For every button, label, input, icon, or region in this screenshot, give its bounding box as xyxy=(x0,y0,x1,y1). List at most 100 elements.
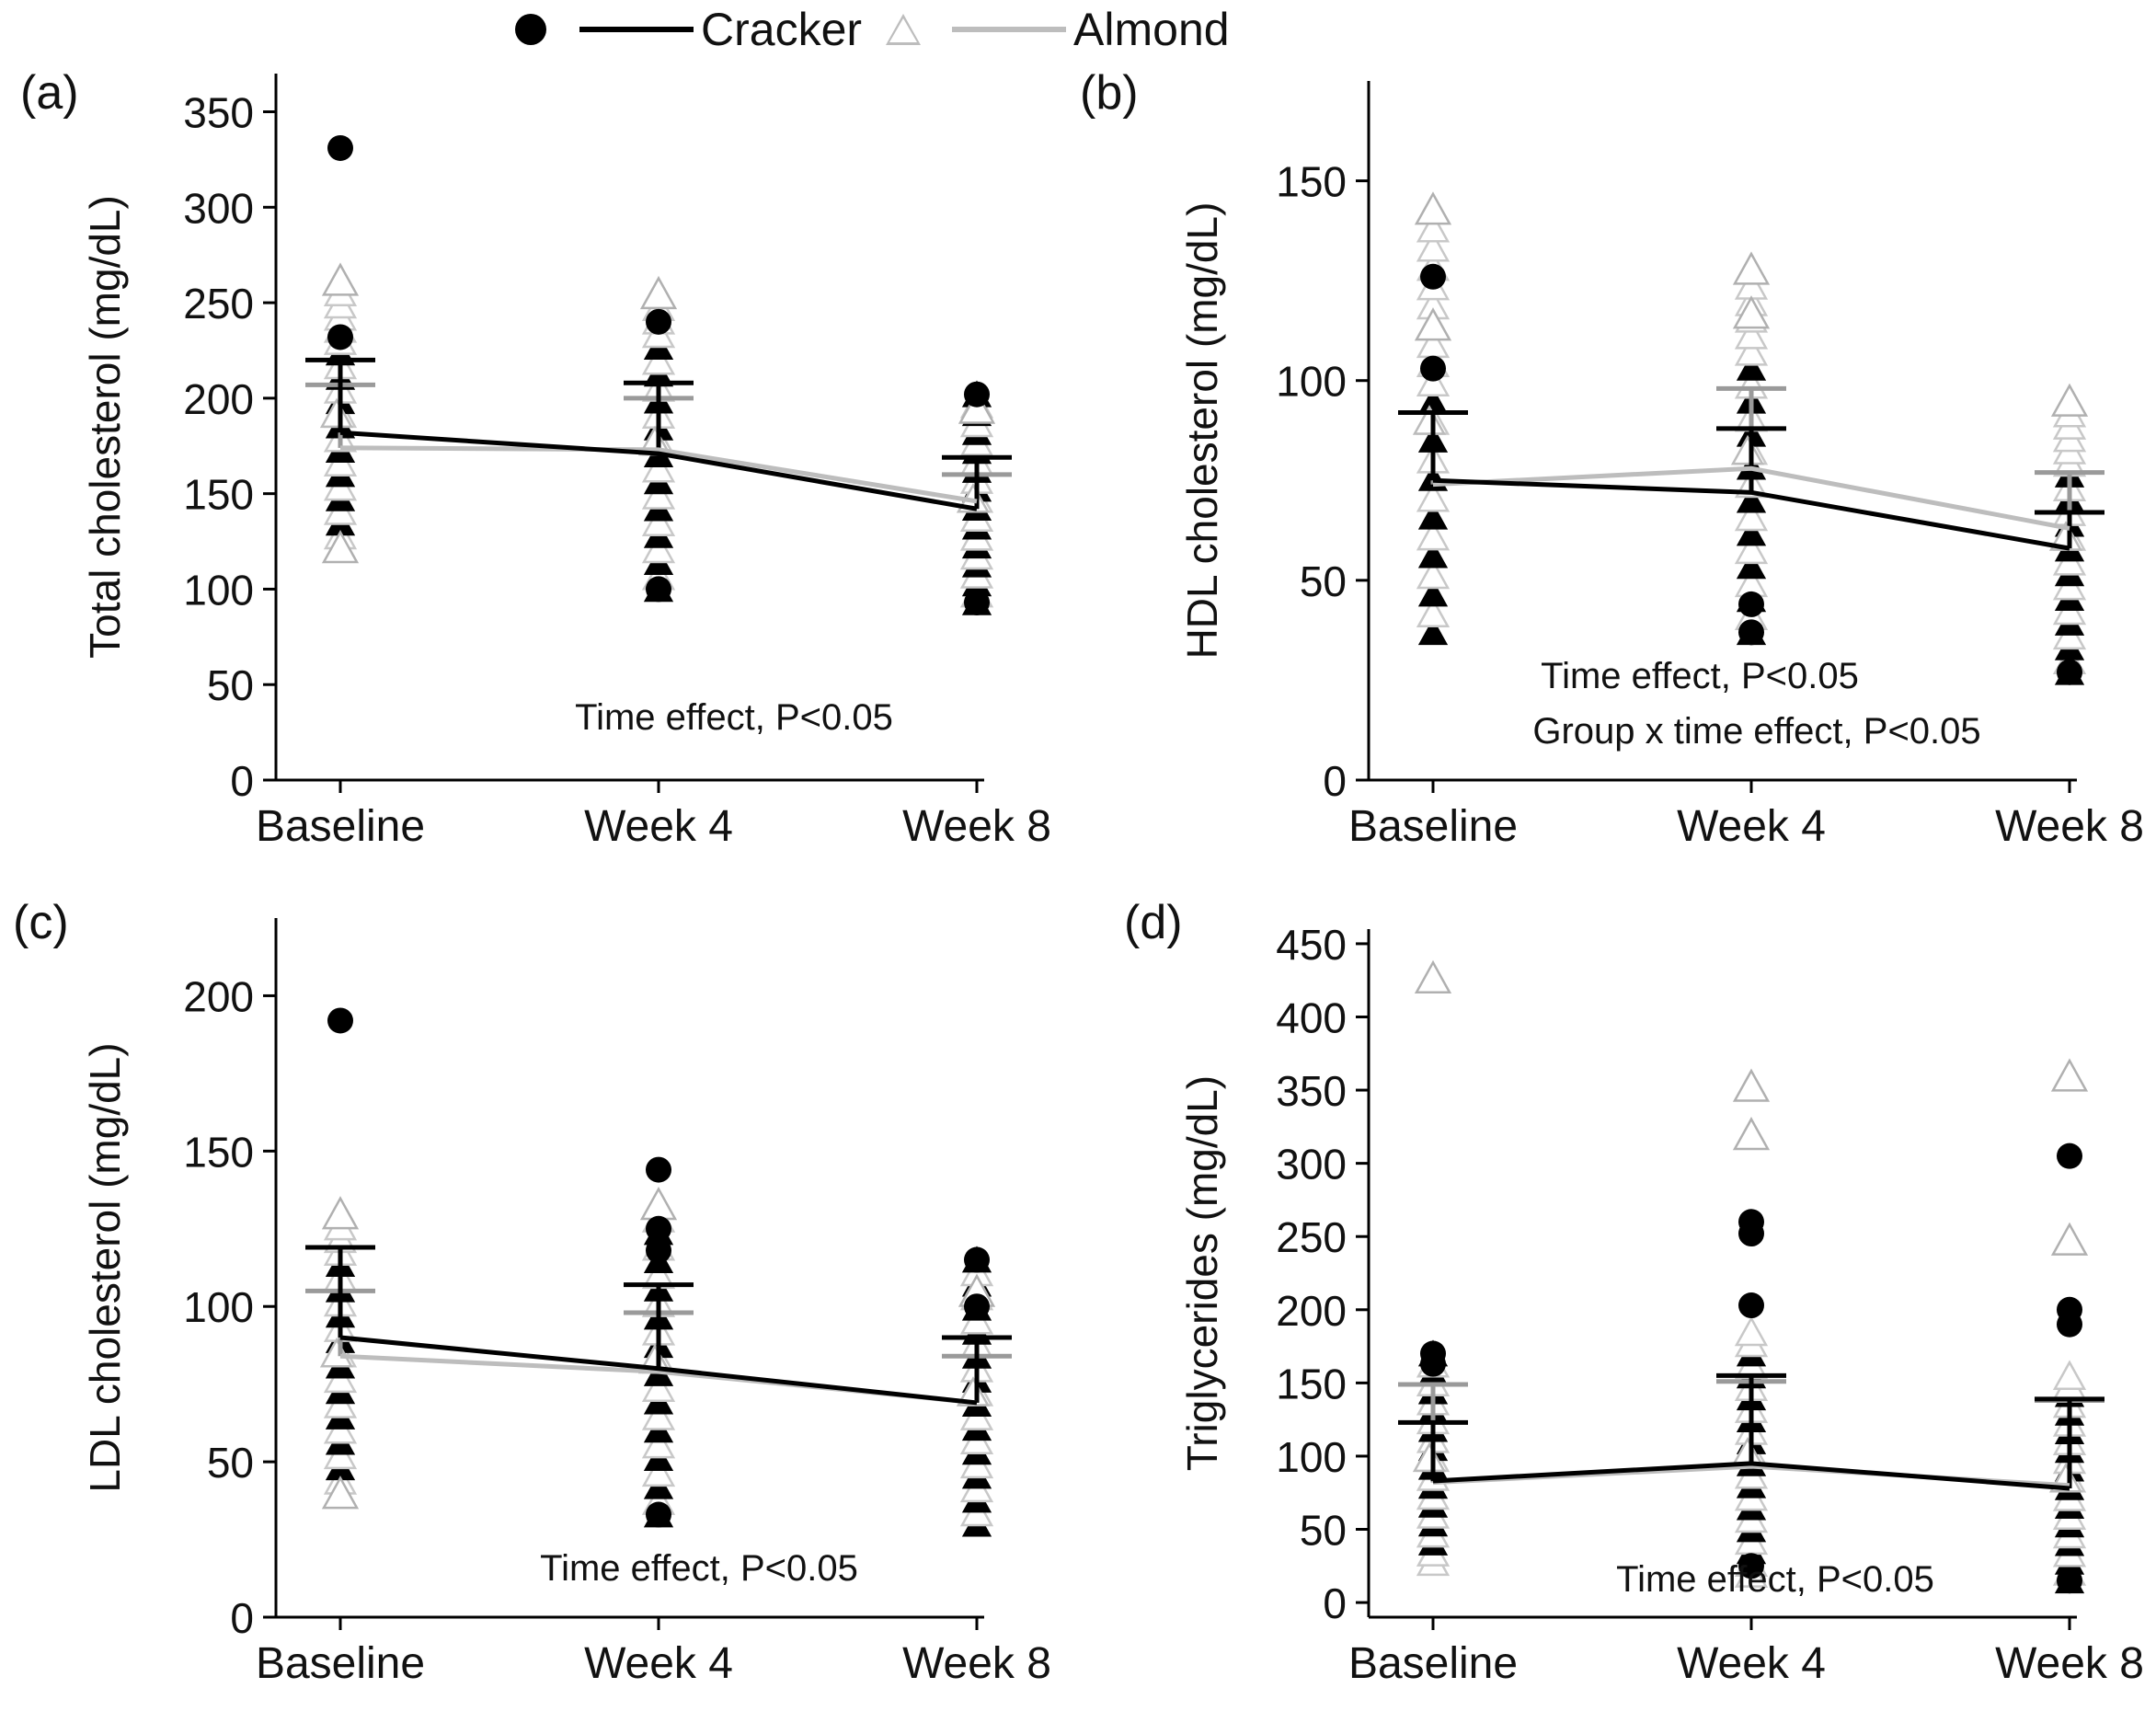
cracker-point xyxy=(646,1501,671,1528)
y-tick-label: 50 xyxy=(1300,1507,1347,1555)
x-tick-label: Baseline xyxy=(1348,802,1518,851)
y-tick-label: 300 xyxy=(183,184,254,232)
cracker-strip-point xyxy=(1736,486,1767,513)
y-tick-label: 200 xyxy=(183,972,254,1020)
cracker-marker-icon xyxy=(515,14,546,45)
almond-marker-icon xyxy=(886,14,922,45)
almond-mean-line xyxy=(1432,465,2070,531)
cracker-mean-line xyxy=(1432,477,2070,551)
cracker-point xyxy=(646,1156,671,1183)
y-tick-label: 350 xyxy=(1276,1067,1347,1115)
almond-strip-point xyxy=(2052,1360,2087,1391)
almond-strip-point xyxy=(641,479,676,510)
almond-strip-point xyxy=(641,1456,676,1487)
panel-label: (b) xyxy=(1080,66,1139,120)
cracker-strip-point xyxy=(1417,502,1449,530)
y-tick-label: 50 xyxy=(207,661,254,709)
almond-point xyxy=(2050,383,2089,417)
panel-d: 0 50 100 150 200 250 300 350 400 450 Baseline Week … xyxy=(1124,896,2144,1688)
almond-strip-point xyxy=(319,397,354,429)
annotation-text: Time effect, P<0.05 xyxy=(575,697,893,738)
almond-point xyxy=(639,275,678,310)
y-tick-label: 350 xyxy=(183,89,254,137)
cracker-mean-line xyxy=(1432,1461,2070,1491)
almond-strip-point xyxy=(1416,231,1451,262)
almond-point xyxy=(321,529,360,564)
y-tick-label: 150 xyxy=(1276,158,1347,206)
cracker-point xyxy=(1738,1292,1764,1319)
annotation-text: Group x time effect, P<0.05 xyxy=(1532,711,1980,752)
panel-label: (c) xyxy=(13,896,69,949)
legend: Cracker Almond xyxy=(515,0,1254,59)
almond-strip-point xyxy=(641,452,676,483)
almond-point xyxy=(321,262,360,296)
almond-strip-point xyxy=(1734,318,1769,350)
almond-line-icon xyxy=(952,27,1067,32)
cracker-strip-point xyxy=(1736,552,1767,580)
almond-point xyxy=(1732,251,1771,285)
almond-point xyxy=(639,1186,678,1221)
almond-strip-point xyxy=(1416,558,1451,590)
cracker-point xyxy=(1420,355,1446,382)
cracker-point xyxy=(1738,1553,1764,1579)
y-tick-label: 100 xyxy=(183,566,254,614)
almond-strip-point xyxy=(1734,500,1769,532)
panel-c: 0 50 100 150 200 Baseline Week 4 Week 8 LDL chol… xyxy=(13,896,1051,1688)
annotation-text: Time effect, P<0.05 xyxy=(540,1548,858,1589)
y-tick-label: 200 xyxy=(183,375,254,423)
almond-strip-point xyxy=(1734,335,1769,366)
y-tick-label: 0 xyxy=(230,1594,254,1642)
cracker-point xyxy=(1420,1350,1446,1377)
y-tick-label: 50 xyxy=(1300,557,1347,605)
y-tick-label: 150 xyxy=(1276,1360,1347,1407)
almond-point xyxy=(321,1476,360,1510)
y-tick-label: 100 xyxy=(183,1283,254,1331)
almond-point xyxy=(958,390,996,424)
cracker-point xyxy=(646,576,671,603)
almond-strip-point xyxy=(641,344,676,375)
cracker-point xyxy=(327,134,353,161)
legend-item-almond: Almond xyxy=(886,3,1230,56)
y-tick-label: 300 xyxy=(1276,1141,1347,1189)
legend-label-cracker: Cracker xyxy=(701,4,863,55)
almond-point xyxy=(1414,307,1452,341)
cracker-strip-point xyxy=(1736,353,1767,381)
cracker-point xyxy=(1738,1221,1764,1247)
almond-point xyxy=(1414,191,1452,225)
panel-a: 0 50 100 150 200 250 300 350 Baseline Week 4 Week … xyxy=(20,66,1051,851)
annotation-text: Time effect, P<0.05 xyxy=(1616,1559,1934,1600)
almond-point xyxy=(1732,1117,1771,1151)
x-tick-label: Week 8 xyxy=(902,802,1051,851)
cracker-point xyxy=(1420,263,1446,290)
cracker-point xyxy=(646,1215,671,1242)
almond-strip-point xyxy=(1416,481,1451,512)
y-tick-label: 100 xyxy=(1276,358,1347,406)
x-tick-label: Week 8 xyxy=(1995,1639,2144,1688)
almond-mean-line xyxy=(339,445,978,504)
y-axis-title: Total cholesterol (mg/dL) xyxy=(81,195,129,659)
x-tick-label: Baseline xyxy=(256,802,425,851)
cracker-point xyxy=(1738,591,1764,617)
x-tick-label: Week 8 xyxy=(1995,802,2144,851)
almond-point xyxy=(321,1196,360,1230)
cracker-point xyxy=(2057,1567,2082,1594)
y-tick-label: 0 xyxy=(1323,1579,1347,1627)
cracker-point xyxy=(964,381,990,408)
legend-item-cracker: Cracker xyxy=(515,3,862,56)
cracker-strip-point xyxy=(1417,618,1449,646)
panel-label: (a) xyxy=(20,66,79,120)
y-tick-label: 50 xyxy=(207,1439,254,1487)
y-tick-label: 100 xyxy=(1276,1433,1347,1481)
almond-strip-point xyxy=(1734,1315,1769,1347)
almond-point xyxy=(2050,1222,2089,1256)
almond-point xyxy=(2050,1058,2089,1092)
panel-label: (d) xyxy=(1124,896,1183,949)
cracker-mean-line xyxy=(339,430,978,511)
almond-strip-point xyxy=(1730,434,1765,465)
almond-strip-point xyxy=(1412,1441,1447,1473)
almond-strip-point xyxy=(1416,597,1451,628)
x-tick-label: Baseline xyxy=(1348,1639,1518,1688)
y-tick-label: 150 xyxy=(183,471,254,519)
cracker-strip-point xyxy=(1736,519,1767,546)
x-tick-label: Week 4 xyxy=(1677,802,1826,851)
